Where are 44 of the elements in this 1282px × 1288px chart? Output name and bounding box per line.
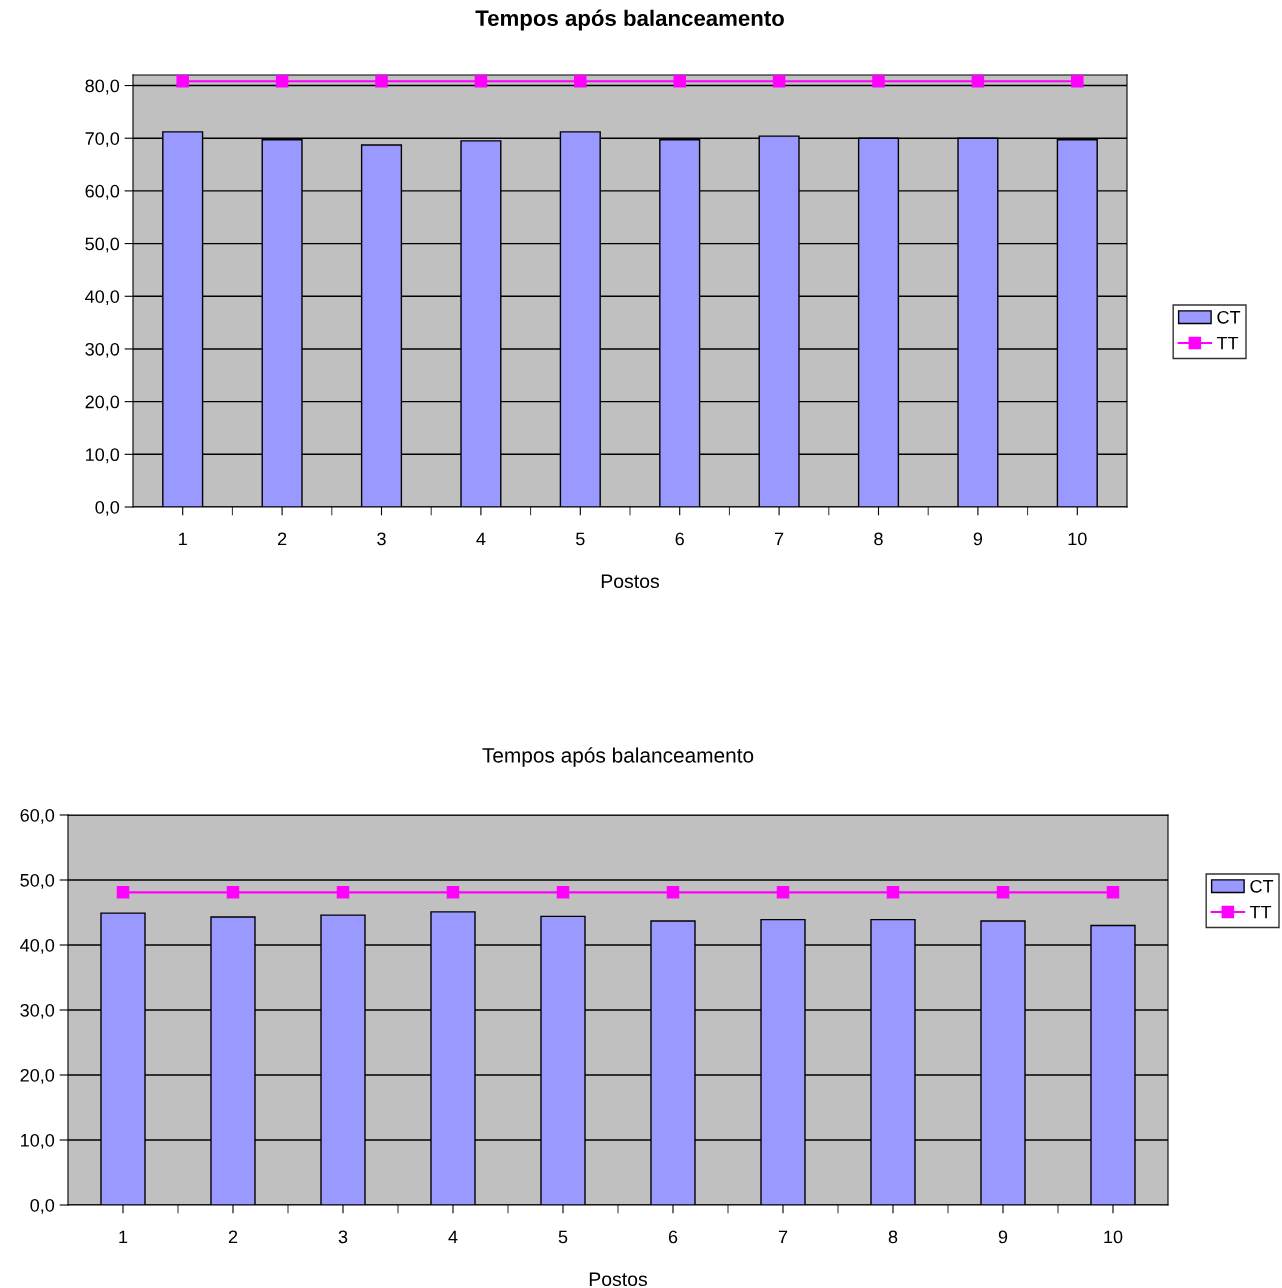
legend-label: CT: [1217, 310, 1241, 324]
y-tick-label: 70,0: [85, 132, 120, 148]
y-tick-label: 60,0: [85, 184, 120, 200]
y-tick-label: 30,0: [85, 342, 120, 358]
legend-label: TT: [1216, 336, 1239, 350]
legend-label: TT: [1249, 905, 1272, 919]
y-tick-label: 20,0: [20, 1068, 55, 1084]
x-tick-label: 8: [874, 532, 883, 546]
x-tick-label: 1: [179, 532, 187, 546]
x-tick-label: 4: [448, 1230, 458, 1244]
y-tick-label: 20,0: [85, 395, 120, 411]
x-tick-label: 7: [775, 532, 784, 546]
x-tick-label: 9: [973, 532, 983, 546]
x-tick-label: 6: [668, 1230, 678, 1244]
x-tick-label: 7: [778, 1230, 788, 1244]
x-tick-label: 2: [228, 1230, 238, 1244]
chart-title: Tempos após balanceamento: [482, 747, 754, 767]
y-tick-label: 0,0: [30, 1198, 55, 1214]
y-tick-label: 10,0: [21, 1133, 55, 1149]
x-tick-label: 6: [675, 532, 684, 546]
x-axis-title: Postos: [589, 1272, 648, 1287]
x-tick-label: 5: [558, 1230, 568, 1244]
x-tick-label: 5: [576, 532, 585, 546]
y-tick-label: 50,0: [85, 237, 120, 253]
y-tick-label: 60,0: [20, 808, 55, 824]
x-tick-label: 10: [1104, 1230, 1123, 1244]
y-tick-label: 50,0: [20, 873, 55, 889]
x-tick-label: 10: [1068, 532, 1087, 546]
y-tick-label: 40,0: [20, 938, 55, 954]
y-tick-label: 80,0: [85, 79, 120, 95]
x-tick-label: 4: [476, 532, 486, 546]
y-tick-label: 10,0: [86, 448, 120, 464]
y-tick-label: 30,0: [20, 1003, 55, 1019]
x-tick-label: 2: [277, 532, 287, 546]
x-tick-label: 8: [888, 1230, 898, 1244]
x-tick-label: 3: [338, 1230, 348, 1244]
legend-label: CT: [1250, 879, 1274, 893]
x-tick-label: 9: [998, 1230, 1008, 1244]
x-axis-title: Postos: [601, 574, 660, 589]
y-tick-label: 40,0: [85, 290, 120, 306]
y-tick-label: 0,0: [95, 500, 120, 516]
x-tick-label: 1: [119, 1230, 128, 1244]
x-tick-label: 3: [377, 532, 386, 546]
chart-title: Tempos após balanceamento: [475, 9, 784, 31]
